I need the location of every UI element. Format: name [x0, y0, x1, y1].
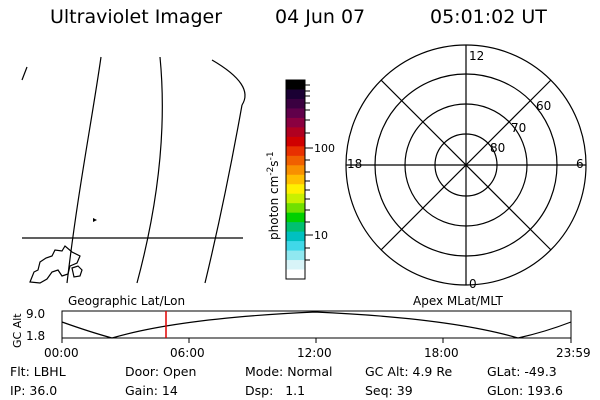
- timeline-xtick: 06:00: [170, 346, 205, 360]
- coastline: [29, 245, 81, 284]
- door-status: Door: Open: [125, 364, 197, 379]
- timeline-xtick: 18:00: [424, 346, 459, 360]
- geographic-latitude: GLat: -49.3: [487, 364, 557, 379]
- colorbar-tick-100: 100: [314, 142, 335, 155]
- lat-label-60: 60: [536, 99, 551, 113]
- time-label: 05:01:02 UT: [430, 6, 547, 28]
- mlt-label-12: 12: [469, 49, 484, 63]
- gc-altitude-value: GC Alt: 4.9 Re: [365, 364, 453, 379]
- map-grid-line: [21, 66, 28, 81]
- timeline-xtick: 12:00: [297, 346, 332, 360]
- colorbar-cell: [286, 193, 305, 204]
- map-grid-line: [66, 56, 102, 284]
- timeline-left-title: Geographic Lat/Lon: [68, 294, 185, 308]
- colorbar-cell: [286, 165, 305, 176]
- colorbar-cell: [286, 184, 305, 195]
- colorbar-cell: [286, 260, 305, 271]
- mode-value: Mode: Normal: [245, 364, 333, 379]
- mlt-label-0: 0: [469, 277, 477, 291]
- colorbar-cell: [286, 146, 305, 157]
- colorbar-cell: [286, 117, 305, 128]
- colorbar-cell: [286, 80, 305, 91]
- timeline-ytick-low: 1.8: [26, 329, 45, 343]
- colorbar-tick-10: 10: [314, 229, 328, 242]
- colorbar-cell: [286, 108, 305, 119]
- mlt-label-18: 18: [347, 157, 362, 171]
- map-grid-line: [136, 56, 163, 284]
- altitude-curve: [61, 311, 572, 339]
- colorbar-cell: [286, 174, 305, 185]
- colorbar-cell: [286, 136, 305, 147]
- mlt-label-6: 6: [576, 157, 584, 171]
- colorbar-cell: [286, 127, 305, 138]
- map-grid-line: [204, 104, 243, 284]
- colorbar-cell: [286, 89, 305, 100]
- timeline-right-title: Apex MLat/MLT: [413, 294, 503, 308]
- colorbar-cell: [286, 222, 305, 233]
- lat-label-80: 80: [490, 141, 505, 155]
- colorbar-cell: [286, 250, 305, 261]
- colorbar-cell: [286, 269, 305, 280]
- geographic-longitude: GLon: 193.6: [487, 383, 563, 398]
- colorbar-cell: [286, 98, 305, 110]
- ip-value: IP: 36.0: [10, 383, 58, 398]
- timeline-ytick-high: 9.0: [26, 307, 45, 321]
- gain-value: Gain: 14: [125, 383, 178, 398]
- instrument-title: Ultraviolet Imager: [50, 6, 223, 28]
- sequence-value: Seq: 39: [365, 383, 413, 398]
- filter-value: Flt: LBHL: [10, 364, 66, 379]
- timeline-xtick: 00:00: [44, 346, 79, 360]
- colorbar-cell: [286, 155, 305, 166]
- lat-label-70: 70: [511, 121, 526, 135]
- colorbar-cell: [286, 241, 305, 252]
- coastline: [71, 265, 83, 278]
- colorbar-cell: [286, 212, 305, 223]
- timeline-axis-title: GC Alt: [11, 313, 24, 348]
- colorbar-cell: [286, 231, 305, 242]
- colorbar-unit-label: photon cm-2s-1: [266, 151, 281, 240]
- timeline-xtick: 23:59: [556, 346, 591, 360]
- dsp-value: Dsp: 1.1: [245, 383, 306, 398]
- map-grid-line: [211, 59, 246, 106]
- colorbar-cell: [286, 203, 305, 214]
- date-label: 04 Jun 07: [275, 6, 366, 28]
- map-marker: [93, 218, 97, 222]
